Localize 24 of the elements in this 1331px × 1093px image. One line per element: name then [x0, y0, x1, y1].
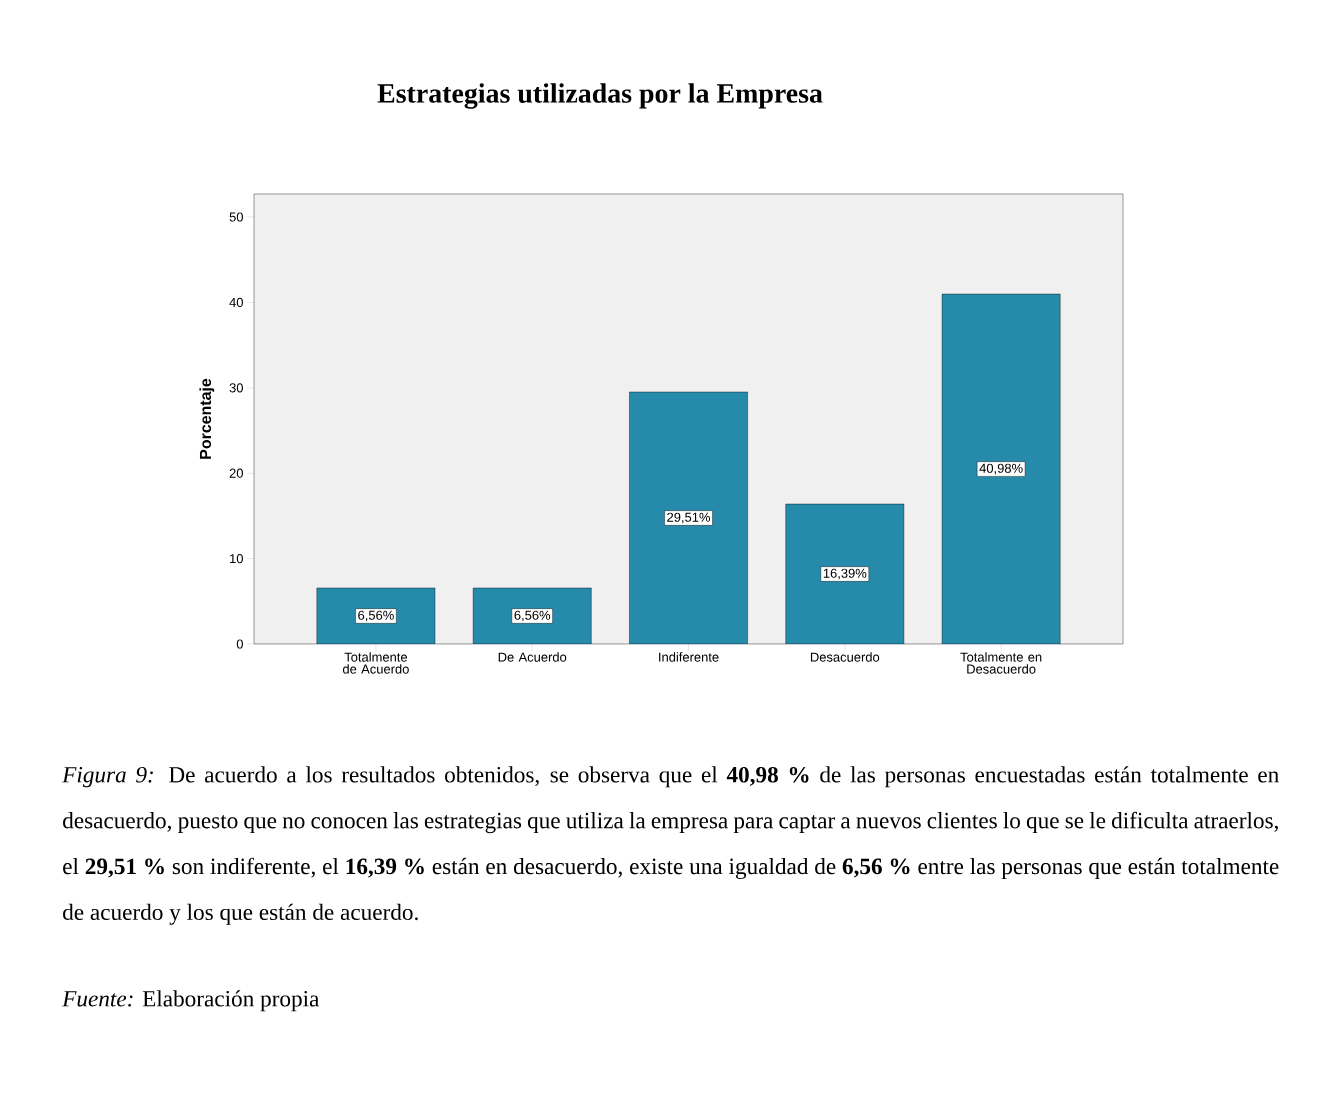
y-tick-label: 40	[229, 297, 243, 308]
data-label: 6,56%	[514, 610, 551, 622]
x-tick-label: Desacuerdo	[810, 652, 880, 662]
y-axis-title: Porcentaje	[199, 378, 215, 459]
text: Figura 9: De acuerdo a los resultados obtenidos, se observa que el 40,98 % de las personas encuestadas están totalmente en desacuerdo, puesto que no conocen las estrategias que utiliza la empresa para captar a nuevos clientes lo que se le dificulta atraerlos, el 29,51 % son indiferente, el 16,39 % están en desacuerdo, existe una igualdad de 6,56 % entre las personas que están totalmente de acuerdo y los que están de acuerdo.	[62, 766, 1279, 925]
text: Fuente: Elaboración propia	[62, 990, 320, 1012]
data-label: 16,39%	[823, 568, 867, 580]
bar	[941, 293, 1061, 644]
bar	[785, 503, 905, 644]
y-tick-label: 50	[229, 212, 243, 222]
x-tick-label: Totalmente de Acuerdo	[342, 652, 409, 674]
bar	[629, 391, 748, 644]
data-label: 40,98%	[979, 463, 1023, 475]
x-tick-label: Indiferente	[659, 652, 719, 662]
x-tick-label: Totalmente en Desacuerdo	[960, 652, 1042, 674]
bar	[472, 587, 592, 644]
y-tick-label: 0	[236, 639, 243, 649]
data-label: 29,51%	[667, 512, 711, 524]
y-tick-label: 10	[230, 554, 243, 564]
y-tick-label: 20	[229, 468, 243, 478]
chart-title: Estrategias utilizadas por la Empresa	[377, 83, 823, 109]
y-tick-label: 30	[229, 383, 243, 393]
x-tick-label: De Acuerdo	[498, 652, 567, 662]
data-label: 6,56%	[358, 610, 394, 622]
